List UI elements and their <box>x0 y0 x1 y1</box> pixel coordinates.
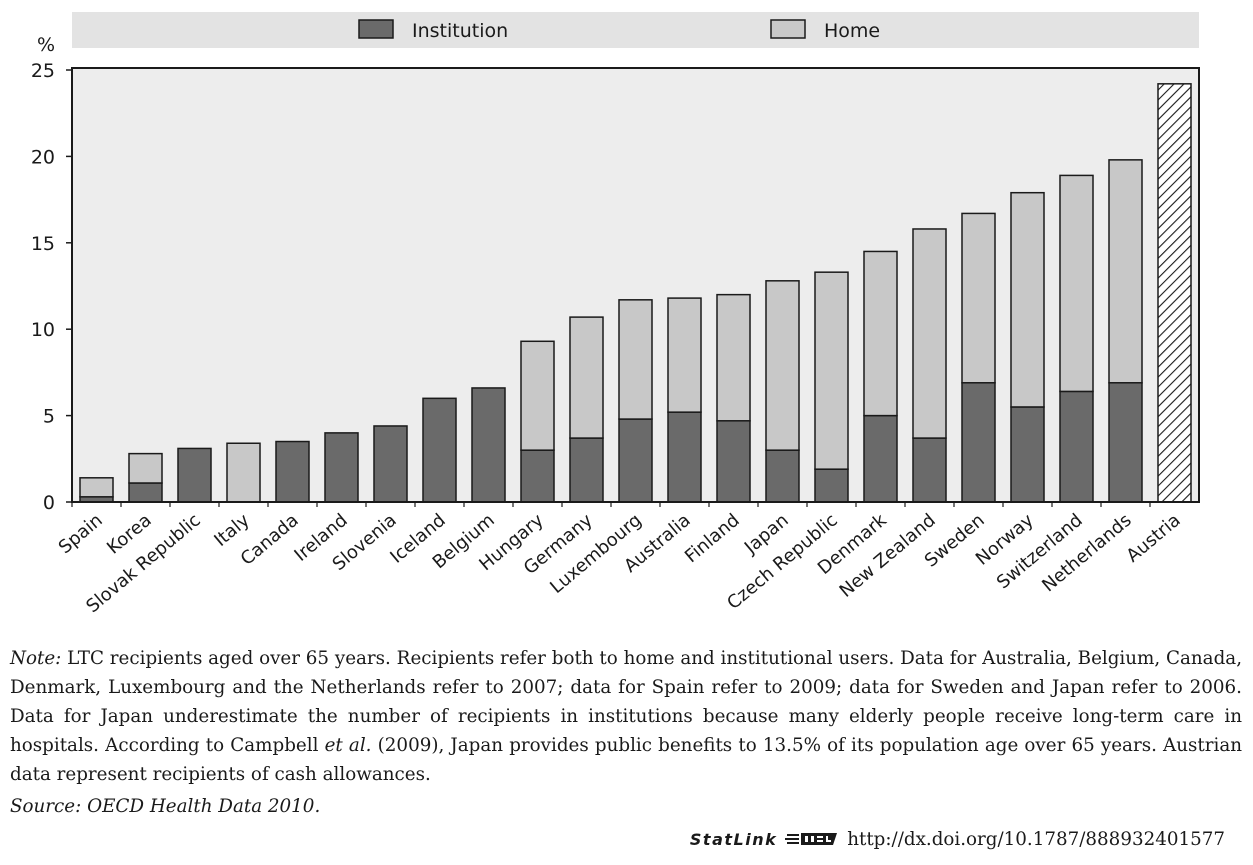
source-label: Source: <box>10 796 82 817</box>
bar-home <box>667 297 702 413</box>
y-axis-unit-label: % <box>37 34 55 56</box>
bar-institution <box>618 418 653 503</box>
statlink-logo-icon <box>785 833 838 845</box>
bar-home <box>912 228 947 439</box>
bar-institution <box>716 420 751 503</box>
bar-home <box>226 442 261 503</box>
bar-home <box>814 271 849 470</box>
bar-institution <box>373 425 408 503</box>
statlink: StatLink http://dx.doi.org/10.1787/88893… <box>690 826 1225 852</box>
y-axis: 0 5 10 15 20 25 <box>31 60 72 514</box>
legend: Institution Home <box>358 19 880 42</box>
note-et-al: et al. <box>324 735 372 756</box>
bar-home <box>765 280 800 451</box>
bar-institution <box>128 482 163 503</box>
bar-institution <box>912 437 947 503</box>
y-tick-label: 20 <box>31 146 55 168</box>
bar-home <box>520 340 555 451</box>
chart: Institution Home % 0 5 10 15 20 25 SpainKoreaS… <box>31 12 1200 617</box>
bar-institution <box>569 437 604 503</box>
bar-institution <box>1108 382 1143 503</box>
bar-institution <box>471 387 506 503</box>
bar-home <box>716 293 751 422</box>
note: Note: LTC recipients aged over 65 years.… <box>10 644 1242 789</box>
legend-swatch <box>770 19 806 39</box>
bar-home <box>961 212 996 384</box>
bar-home <box>569 316 604 439</box>
y-tick-label: 5 <box>43 406 55 428</box>
bar-institution <box>814 468 849 503</box>
bar-institution <box>422 397 457 503</box>
bar-institution <box>1010 406 1045 503</box>
bar-institution <box>1059 390 1094 503</box>
legend-label: Institution <box>412 20 508 42</box>
x-tick-label: Spain <box>55 510 107 558</box>
bar-institution <box>177 447 212 503</box>
bar-institution <box>324 432 359 503</box>
x-tick-label: Finland <box>681 510 744 567</box>
bar-institution <box>275 440 310 503</box>
bar-home <box>128 452 163 484</box>
note-label: Note: <box>10 648 62 669</box>
bar-institution <box>667 411 702 503</box>
note-text-after: (2009), Japan provides public benefits t… <box>10 735 1243 785</box>
bar-institution <box>863 414 898 503</box>
statlink-brand: StatLink <box>689 829 778 849</box>
bar-institution <box>520 449 555 503</box>
x-tick-label: Austria <box>1122 510 1184 567</box>
bar-institution <box>765 449 800 503</box>
bar-home <box>1010 191 1045 408</box>
y-tick-label: 25 <box>31 60 55 82</box>
y-tick-label: 0 <box>43 492 55 514</box>
bars <box>79 83 1192 503</box>
bar-home <box>1108 159 1143 384</box>
legend-swatch <box>358 19 394 39</box>
note-text: LTC recipients aged over 65 years. Recip… <box>10 648 1242 756</box>
y-tick-label: 15 <box>31 233 55 255</box>
source-text: OECD Health Data 2010. <box>87 796 321 817</box>
bar-hatched <box>1157 83 1192 503</box>
bar-home <box>79 477 114 498</box>
bar-institution <box>961 382 996 503</box>
legend-label: Home <box>824 20 880 42</box>
bar-home <box>863 250 898 417</box>
statlink-url[interactable]: http://dx.doi.org/10.1787/888932401577 <box>847 828 1225 850</box>
y-tick-label: 10 <box>31 319 55 341</box>
source: Source: OECD Health Data 2010. <box>10 796 320 817</box>
bar-home <box>1059 174 1094 393</box>
bar-home <box>618 299 653 420</box>
legend-band <box>72 12 1199 48</box>
